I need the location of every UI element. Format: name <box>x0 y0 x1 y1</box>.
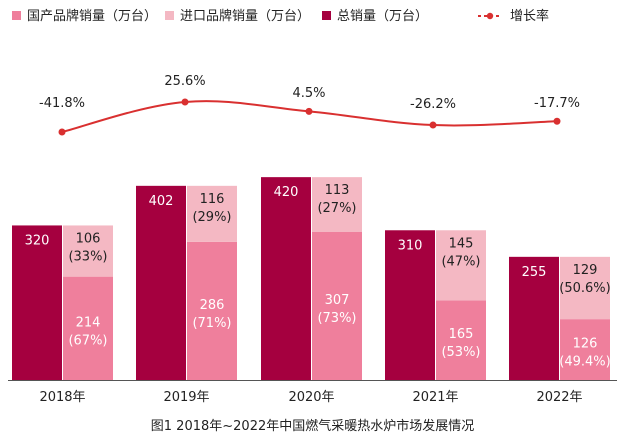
label-domestic-1: 286 <box>200 298 225 313</box>
label-domestic-share-0: (67%) <box>68 333 107 348</box>
growth-point-4 <box>553 117 561 125</box>
growth-label-4: -17.7% <box>534 96 580 111</box>
label-imported-1: 116 <box>200 192 225 207</box>
x-tick-label-2: 2020年 <box>288 390 334 405</box>
legend-label-2: 总销量（万台） <box>337 9 428 24</box>
label-imported-share-0: (33%) <box>68 249 107 264</box>
growth-point-1 <box>181 98 189 106</box>
growth-label-2: 4.5% <box>292 86 325 101</box>
growth-point-3 <box>429 121 437 129</box>
bar-total-4 <box>509 256 559 380</box>
bar-domestic-3 <box>436 300 486 380</box>
x-tick-label-4: 2022年 <box>536 390 582 405</box>
legend-label-1: 进口品牌销量（万台） <box>180 8 310 24</box>
bar-domestic-1 <box>187 241 237 380</box>
label-total-1: 402 <box>149 194 174 209</box>
label-domestic-3: 165 <box>449 327 474 342</box>
label-imported-0: 106 <box>76 231 101 246</box>
label-imported-share-4: (50.6%) <box>559 281 610 296</box>
label-imported-share-3: (47%) <box>441 254 480 269</box>
legend-swatch-2 <box>322 11 331 20</box>
x-tick-label-0: 2018年 <box>39 390 85 405</box>
growth-line: -41.8% 25.6% 4.5% -26.2% -17.7% <box>39 74 580 136</box>
label-domestic-share-4: (49.4%) <box>559 355 610 370</box>
bar-domestic-0 <box>63 276 113 380</box>
growth-line-path <box>61 100 558 133</box>
growth-label-1: 25.6% <box>164 74 205 89</box>
label-imported-share-2: (27%) <box>317 201 356 216</box>
bar-domestic-2 <box>312 231 362 380</box>
label-domestic-share-1: (71%) <box>192 316 231 331</box>
label-domestic-4: 126 <box>573 337 598 352</box>
bar-imported-3 <box>436 230 486 301</box>
bar-imported-0 <box>63 225 113 277</box>
bar-domestic-4 <box>560 319 610 380</box>
label-imported-2: 113 <box>325 183 350 198</box>
bars: 320 106 (33%) 214 (67%) 402 116 (29%) 286 (71%) 42… <box>12 177 611 380</box>
legend-swatch-1 <box>165 11 174 20</box>
x-tick-label-3: 2021年 <box>412 390 458 405</box>
label-total-3: 310 <box>398 238 423 253</box>
label-total-4: 255 <box>522 265 547 280</box>
label-imported-share-1: (29%) <box>192 210 231 225</box>
bar-imported-1 <box>187 185 237 242</box>
legend-swatch-0 <box>12 11 21 20</box>
label-total-0: 320 <box>25 233 50 248</box>
label-domestic-share-2: (73%) <box>317 311 356 326</box>
label-imported-3: 145 <box>449 236 474 251</box>
legend-label-0: 国产品牌销量（万台） <box>27 8 157 24</box>
label-domestic-0: 214 <box>76 315 101 330</box>
figure-caption: 图1 2018年~2022年中国燃气采暖热水炉市场发展情况 <box>150 419 475 434</box>
label-imported-4: 129 <box>573 263 598 278</box>
growth-point-0 <box>58 128 66 136</box>
bar-imported-4 <box>560 256 610 320</box>
bar-total-1 <box>136 185 186 380</box>
growth-label-3: -26.2% <box>410 97 456 112</box>
growth-label-0: -41.8% <box>39 96 85 111</box>
x-tick-label-1: 2019年 <box>163 390 209 405</box>
legend-line-marker <box>486 12 494 20</box>
label-domestic-2: 307 <box>325 293 350 308</box>
x-axis: 2018年 2019年 2020年 2021年 2022年 <box>8 380 617 405</box>
bar-total-0 <box>12 225 62 380</box>
label-domestic-share-3: (53%) <box>441 345 480 360</box>
bar-imported-2 <box>312 177 362 232</box>
bar-total-3 <box>385 230 435 380</box>
legend: 国产品牌销量（万台） 进口品牌销量（万台） 总销量（万台） 增长率 <box>12 8 549 24</box>
label-total-2: 420 <box>274 185 299 200</box>
legend-label-3: 增长率 <box>510 8 549 24</box>
bar-total-2 <box>261 177 311 380</box>
growth-point-2 <box>305 107 313 115</box>
